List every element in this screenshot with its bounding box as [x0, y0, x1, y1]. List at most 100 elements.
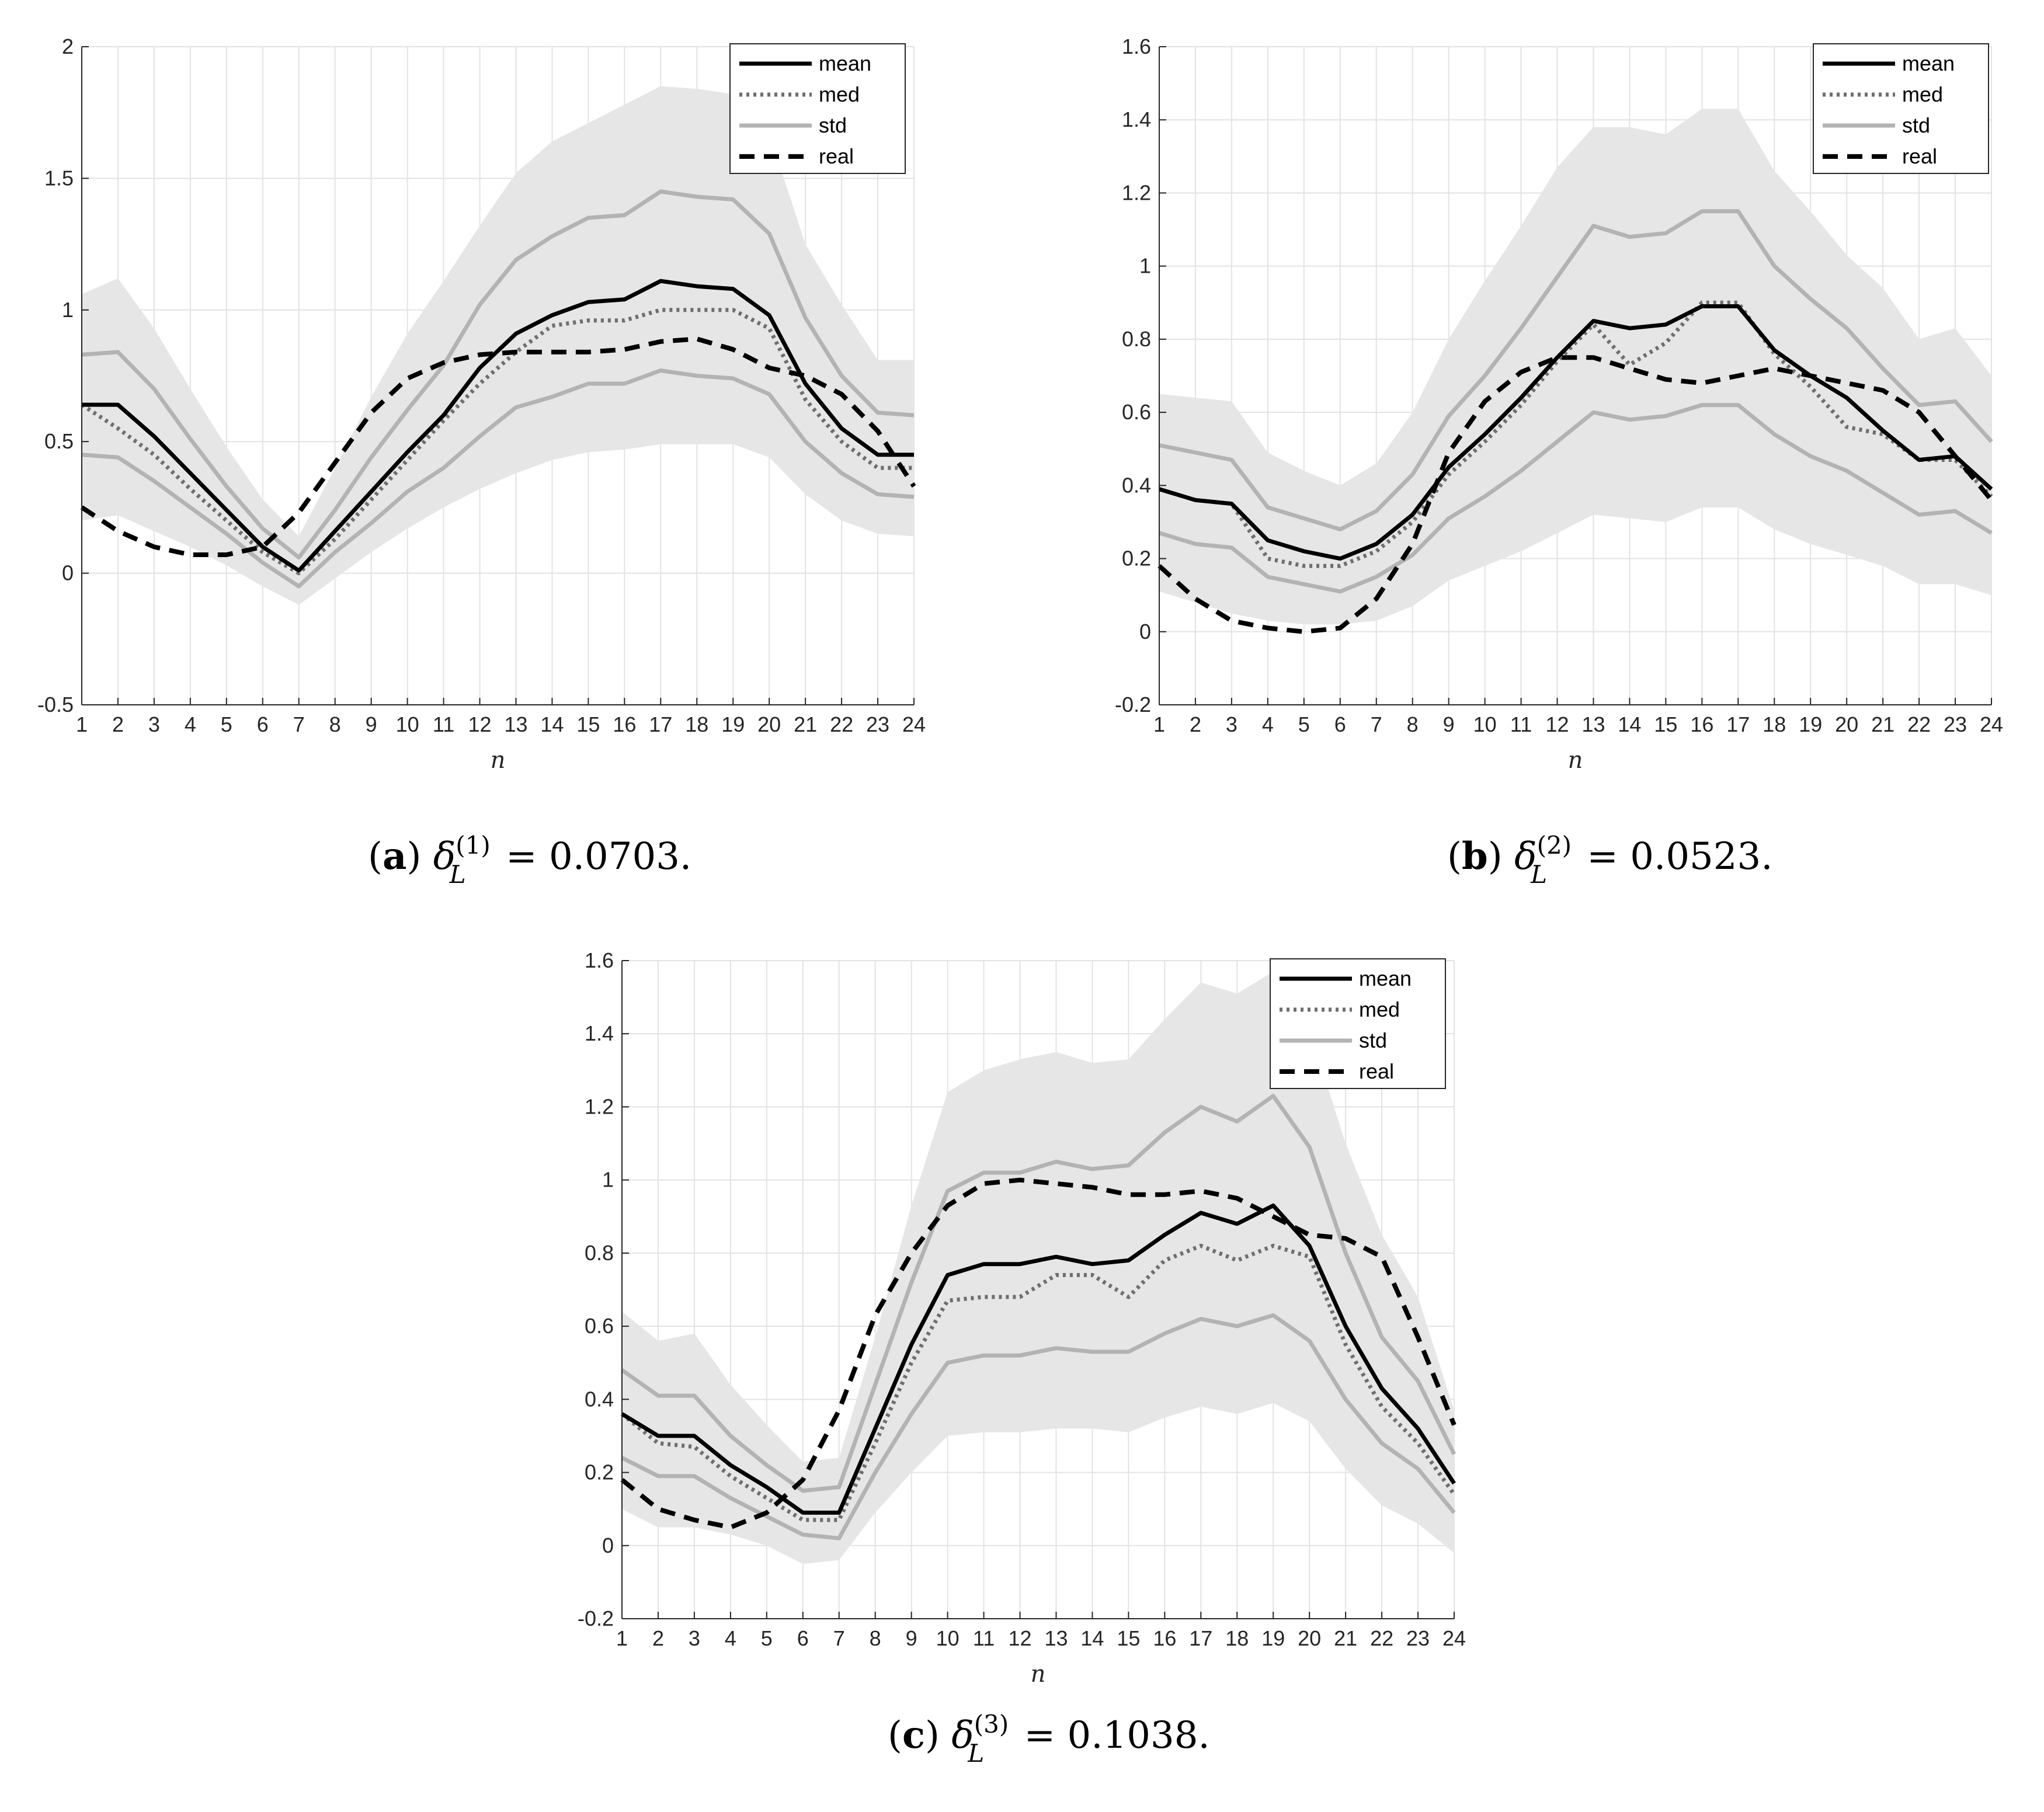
- x-tick-label: 23: [1406, 1626, 1430, 1650]
- series-line-real: [80, 336, 916, 557]
- x-tick-label: 14: [1080, 1626, 1104, 1650]
- series-line-med: [620, 1243, 1456, 1522]
- x-tick-label: 5: [761, 1626, 773, 1650]
- x-tick-label: 6: [1334, 712, 1346, 736]
- caption-symbol: δ: [951, 1714, 974, 1757]
- simulation-envelope: [1159, 109, 1991, 625]
- x-tick-label: 19: [721, 712, 745, 736]
- caption-equals: =: [1575, 835, 1630, 878]
- series-line-med: [1158, 300, 1993, 568]
- x-tick-label: 13: [504, 712, 527, 736]
- x-tick-label: 23: [866, 712, 889, 736]
- y-tick-label: 0.8: [1122, 327, 1151, 351]
- x-tick-label: 10: [936, 1626, 960, 1650]
- x-tick-label: 22: [830, 712, 853, 736]
- x-tick-label: 3: [689, 1626, 700, 1650]
- x-tick-label: 20: [1298, 1626, 1321, 1650]
- x-tick-label: 8: [870, 1626, 881, 1650]
- y-tick-label: 1.2: [1122, 180, 1151, 204]
- x-tick-label: 18: [1225, 1626, 1249, 1650]
- y-tick-label: 1.6: [585, 948, 614, 972]
- caption-superscript: (3): [974, 1710, 1009, 1738]
- x-tick-label: 3: [148, 712, 160, 736]
- x-tick-label: 15: [1117, 1626, 1140, 1650]
- legend-label-real: real: [819, 144, 854, 168]
- x-tick-label: 12: [1008, 1626, 1031, 1650]
- chart-panel-a: 1 2 3 4 5 6 7 8 9 10 11 12 13 14 15 16 17 18 19 20 21 22 23 24-…: [37, 34, 926, 889]
- y-tick-label: 0.5: [44, 429, 74, 453]
- legend-label-mean: mean: [1902, 51, 1955, 75]
- x-tick-label: 8: [329, 712, 341, 736]
- series-line-mean: [82, 279, 914, 573]
- caption-paren-close: ): [406, 835, 433, 878]
- x-tick-label: 16: [613, 712, 636, 736]
- series-line-med: [81, 308, 914, 576]
- caption-label: c: [902, 1713, 925, 1757]
- y-tick-label: 0.4: [585, 1387, 614, 1411]
- series-line-mean: [1158, 304, 1993, 561]
- y-tick-label: -0.2: [1115, 693, 1151, 717]
- x-tick-label: 20: [1835, 712, 1858, 736]
- caption-paren-open: (: [368, 835, 383, 878]
- y-tick-label: -0.2: [578, 1606, 614, 1630]
- x-tick-label: 11: [1510, 712, 1532, 736]
- x-tick-label: 18: [1763, 712, 1786, 736]
- x-tick-label: 1: [1153, 712, 1165, 736]
- caption-superscript: (1): [456, 831, 491, 860]
- simulation-envelope: [82, 86, 914, 605]
- x-tick-label: 9: [366, 712, 377, 736]
- caption-paren-close: ): [1488, 835, 1514, 878]
- series-line-std-upper: [1159, 209, 1993, 531]
- caption-equals: =: [1012, 1714, 1067, 1757]
- caption-label: b: [1462, 834, 1488, 878]
- y-tick-label: 0.2: [585, 1460, 614, 1484]
- caption-symbol: δ: [433, 835, 456, 878]
- x-tick-label: 4: [185, 712, 196, 736]
- caption: (b) δ(2) L = 0.0523.: [1447, 831, 1773, 889]
- x-tick-label: 19: [1799, 712, 1822, 736]
- y-tick-label: 0.4: [1122, 473, 1151, 497]
- series-line-real: [1157, 355, 1994, 634]
- legend: mean med std real: [1813, 43, 1989, 174]
- legend-label-std: std: [1359, 1028, 1387, 1052]
- x-tick-label: 17: [1189, 1626, 1212, 1650]
- x-tick-label: 2: [1190, 712, 1201, 736]
- x-tick-label: 16: [1153, 1626, 1176, 1650]
- series-line-std-lower: [1158, 403, 1993, 594]
- y-tick-label: 1.5: [44, 166, 74, 190]
- x-axis-label: n: [1031, 1661, 1046, 1688]
- legend-label-med: med: [1359, 997, 1400, 1021]
- x-tick-label: 5: [221, 712, 232, 736]
- x-tick-label: 2: [112, 712, 124, 736]
- x-tick-label: 3: [1226, 712, 1237, 736]
- x-tick-label: 17: [649, 712, 672, 736]
- x-tick-label: 22: [1907, 712, 1931, 736]
- y-tick-label: 1: [62, 298, 74, 322]
- x-tick-label: 24: [902, 712, 926, 736]
- legend-label-med: med: [1902, 82, 1943, 106]
- x-tick-label: 8: [1407, 712, 1419, 736]
- caption-superscript: (2): [1537, 831, 1572, 860]
- x-tick-label: 21: [794, 712, 817, 736]
- x-tick-label: 15: [1654, 712, 1677, 736]
- x-tick-label: 7: [1371, 712, 1382, 736]
- x-tick-label: 10: [396, 712, 419, 736]
- series-line-std-upper: [620, 1094, 1456, 1493]
- chart-panel-c: 1 2 3 4 5 6 7 8 9 10 11 12 13 14 15 16 17 18 19 20 21 22 23 24-…: [578, 948, 1466, 1768]
- y-tick-label: 0: [602, 1533, 614, 1557]
- x-tick-label: 22: [1370, 1626, 1393, 1650]
- legend: mean med std real: [1270, 958, 1446, 1089]
- caption-value: 0.0523.: [1630, 835, 1772, 878]
- y-tick-label: 1.4: [1122, 107, 1151, 131]
- caption-value: 0.0703.: [549, 835, 691, 878]
- x-tick-label: 11: [433, 712, 454, 736]
- y-tick-label: 0: [1139, 620, 1151, 644]
- legend-label-real: real: [1359, 1059, 1394, 1083]
- caption-subscript: L: [1530, 860, 1547, 889]
- caption-value: 0.1038.: [1067, 1714, 1209, 1757]
- x-tick-label: 5: [1298, 712, 1310, 736]
- x-tick-label: 1: [616, 1626, 628, 1650]
- x-tick-label: 2: [652, 1626, 664, 1650]
- x-tick-label: 13: [1044, 1626, 1068, 1650]
